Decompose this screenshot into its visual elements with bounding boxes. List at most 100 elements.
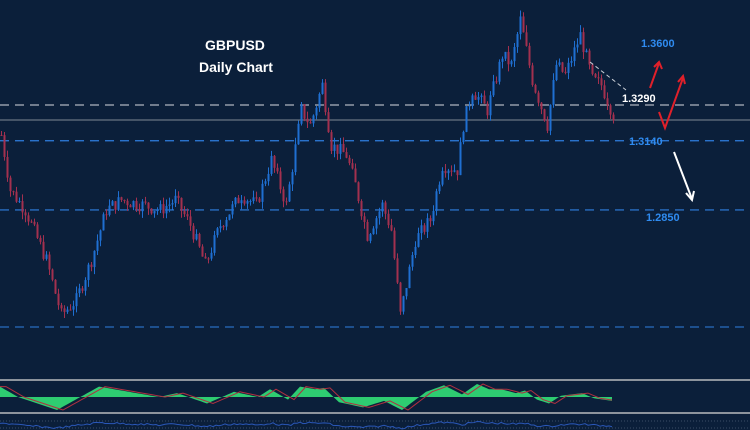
bearish-arrow xyxy=(673,151,695,203)
candle-body xyxy=(252,197,255,202)
candle-body xyxy=(612,114,615,121)
candle-body xyxy=(561,62,564,72)
candle-body xyxy=(396,258,399,283)
candle-body xyxy=(300,104,303,124)
candle-body xyxy=(549,104,552,131)
candle-body xyxy=(117,197,120,210)
candle-body xyxy=(378,211,381,219)
candle-body xyxy=(42,241,45,259)
candle-body xyxy=(588,50,591,65)
candle-body xyxy=(180,197,183,211)
candle-body xyxy=(204,256,207,259)
candle-body xyxy=(363,216,366,222)
candle-body xyxy=(507,51,510,65)
candle-body xyxy=(258,198,261,202)
candle-body xyxy=(492,81,495,96)
candle-body xyxy=(609,105,612,115)
candle-body xyxy=(402,296,405,312)
candle-body xyxy=(315,107,318,116)
candle-body xyxy=(237,197,240,204)
panel-separator xyxy=(0,379,750,381)
candle-body xyxy=(159,204,162,210)
candle-body xyxy=(528,45,531,66)
candle-body xyxy=(201,246,204,257)
candle-body xyxy=(243,200,246,204)
candle-body xyxy=(120,197,123,200)
oscillator-signal-line xyxy=(0,383,613,411)
candle-body xyxy=(444,170,447,174)
candle-body xyxy=(207,258,210,260)
candle-body xyxy=(123,199,126,201)
level-lines xyxy=(0,104,750,328)
candle-body xyxy=(297,123,300,145)
candle-body xyxy=(111,201,114,206)
candle-body xyxy=(33,221,36,225)
candle-body xyxy=(504,51,507,59)
level-label-1-2850: 1.2850 xyxy=(646,212,680,224)
candle-body xyxy=(285,201,288,203)
candle-body xyxy=(453,170,456,172)
candle-body xyxy=(216,228,219,236)
candle-body xyxy=(12,191,15,193)
candle-body xyxy=(69,309,72,311)
candle-body xyxy=(447,170,450,174)
oscillator-panel xyxy=(0,379,750,430)
candle-body xyxy=(189,216,192,226)
candle-body xyxy=(600,78,603,86)
candle-body xyxy=(399,282,402,312)
candle-body xyxy=(312,115,315,124)
candle-body xyxy=(468,105,471,107)
candle-body xyxy=(288,184,291,202)
candle-body xyxy=(381,202,384,212)
candle-body xyxy=(72,306,75,310)
candle-body xyxy=(552,80,555,105)
candle-body xyxy=(279,171,282,190)
candle-body xyxy=(87,264,90,281)
candle-body xyxy=(75,293,78,307)
candle-body xyxy=(432,210,435,222)
candle-body xyxy=(132,200,135,208)
candle-body xyxy=(246,201,249,204)
candle-body xyxy=(465,106,468,132)
candle-body xyxy=(567,62,570,73)
candle-body xyxy=(156,209,159,212)
candle-body xyxy=(264,181,267,184)
candle-body xyxy=(531,65,534,85)
bullish-arrow-1 xyxy=(649,60,663,89)
annotations xyxy=(589,60,695,203)
oscillator-histogram xyxy=(0,384,612,410)
lower-indicator-line xyxy=(0,420,613,430)
candle-body xyxy=(51,269,54,280)
candle-body xyxy=(597,77,600,79)
candle-body xyxy=(384,202,387,214)
candle-body xyxy=(603,85,606,99)
candle-body xyxy=(150,208,153,214)
candle-body xyxy=(429,218,432,222)
candle-body xyxy=(534,84,537,93)
candle-body xyxy=(522,16,525,33)
candle-body xyxy=(171,203,174,205)
candle-body xyxy=(576,44,579,48)
candle-body xyxy=(141,201,144,212)
candle-body xyxy=(84,280,87,291)
candle-body xyxy=(267,173,270,182)
timeframe-title: Daily Chart xyxy=(199,59,273,75)
candle-body xyxy=(162,204,165,214)
symbol-title: GBPUSD xyxy=(205,37,265,53)
candle-body xyxy=(81,288,84,291)
candle-body xyxy=(240,200,243,204)
candle-body xyxy=(489,95,492,116)
candle-body xyxy=(135,200,138,210)
candle-body xyxy=(9,177,12,192)
candle-body xyxy=(351,163,354,169)
candle-body xyxy=(153,211,156,214)
candle-body xyxy=(420,225,423,234)
candle-body xyxy=(450,170,453,172)
candle-body xyxy=(129,205,132,208)
candle-body xyxy=(60,305,63,309)
candle-body xyxy=(54,279,57,294)
candle-body xyxy=(480,95,483,98)
candle-body xyxy=(357,182,360,202)
candle-body xyxy=(144,201,147,203)
candle-body xyxy=(138,209,141,212)
